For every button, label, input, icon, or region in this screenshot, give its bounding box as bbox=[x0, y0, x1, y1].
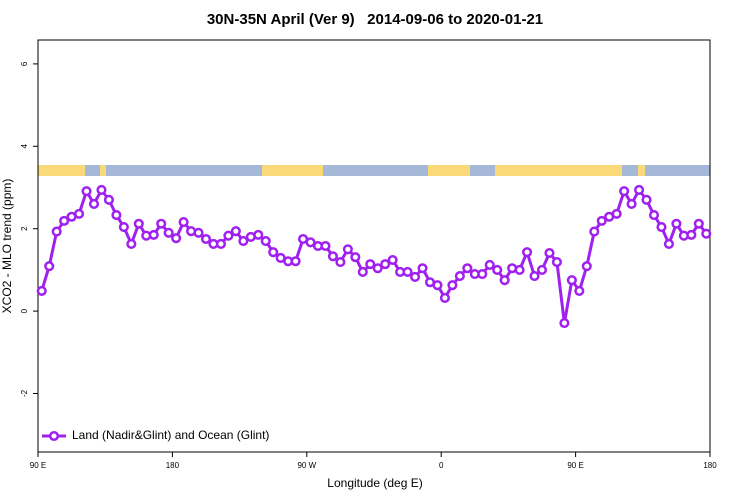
data-point bbox=[410, 271, 421, 282]
data-point bbox=[74, 208, 85, 219]
data-point bbox=[103, 194, 114, 205]
data-point bbox=[238, 236, 249, 247]
data-point bbox=[536, 264, 548, 275]
data-point bbox=[656, 221, 667, 233]
data-point bbox=[44, 261, 55, 272]
x-tick-label: 180 bbox=[703, 461, 717, 470]
data-point bbox=[253, 229, 264, 240]
data-point bbox=[417, 263, 428, 274]
data-point bbox=[671, 218, 682, 229]
x-tick-label: 90 E bbox=[30, 461, 46, 470]
data-point bbox=[581, 261, 592, 272]
data-line bbox=[40, 187, 708, 324]
data-point bbox=[439, 292, 450, 303]
data-point bbox=[566, 275, 577, 286]
data-point bbox=[320, 240, 331, 252]
data-point bbox=[178, 217, 189, 228]
x-tick-label: 0 bbox=[439, 461, 444, 470]
data-point bbox=[701, 228, 712, 239]
data-point bbox=[693, 218, 704, 229]
data-point bbox=[230, 226, 241, 237]
data-point bbox=[462, 263, 473, 274]
data-point bbox=[111, 210, 122, 221]
data-point bbox=[484, 259, 495, 271]
y-tick-label: 4 bbox=[20, 144, 29, 149]
data-point bbox=[215, 238, 226, 249]
data-point bbox=[559, 317, 570, 329]
data-point bbox=[350, 252, 361, 263]
data-point bbox=[290, 256, 301, 267]
data-point bbox=[611, 208, 622, 219]
data-point bbox=[126, 238, 137, 249]
data-point bbox=[36, 285, 47, 296]
data-point bbox=[193, 227, 204, 238]
legend-marker bbox=[48, 430, 60, 442]
data-point bbox=[133, 218, 144, 229]
data-point bbox=[634, 184, 645, 196]
data-point bbox=[626, 198, 637, 210]
data-point bbox=[544, 247, 555, 259]
data-point bbox=[402, 266, 413, 278]
data-point bbox=[156, 218, 167, 229]
data-point bbox=[171, 233, 182, 244]
data-point bbox=[148, 229, 159, 240]
data-point bbox=[51, 226, 62, 237]
data-point bbox=[327, 251, 338, 262]
data-point bbox=[492, 264, 503, 275]
data-point bbox=[81, 186, 92, 197]
y-tick-label: 0 bbox=[20, 308, 29, 313]
data-point bbox=[477, 268, 488, 280]
data-point bbox=[432, 280, 443, 291]
data-point bbox=[88, 198, 100, 210]
data-point bbox=[641, 194, 652, 205]
data-point bbox=[357, 266, 368, 278]
data-point bbox=[454, 271, 465, 282]
data-point bbox=[118, 221, 129, 233]
y-axis-label: XCO2 - MLO trend (ppm) bbox=[0, 179, 14, 314]
legend-label: Land (Nadir&Glint) and Ocean (Glint) bbox=[72, 428, 269, 442]
data-point bbox=[163, 227, 174, 238]
data-point bbox=[619, 186, 630, 197]
data-point bbox=[335, 257, 346, 268]
chart-title: 30N-35N April (Ver 9) 2014-09-06 to 2020… bbox=[207, 11, 543, 28]
data-point bbox=[686, 229, 697, 240]
data-point bbox=[268, 247, 279, 258]
data-point bbox=[372, 263, 383, 274]
y-tick-label: 6 bbox=[20, 61, 29, 66]
data-point bbox=[387, 254, 398, 266]
data-point bbox=[223, 230, 234, 241]
data-point bbox=[551, 257, 562, 268]
data-point bbox=[260, 236, 271, 247]
data-point bbox=[522, 247, 533, 258]
data-point bbox=[380, 259, 391, 270]
x-tick-label: 90 E bbox=[567, 461, 583, 470]
x-axis-label: Longitude (deg E) bbox=[327, 476, 422, 490]
data-point bbox=[596, 215, 607, 226]
x-tick-label: 180 bbox=[166, 461, 180, 470]
data-point bbox=[447, 280, 458, 291]
data-point bbox=[365, 259, 376, 270]
plot-frame bbox=[37, 39, 711, 453]
data-point bbox=[342, 244, 353, 255]
data-point bbox=[200, 233, 212, 245]
data-point bbox=[499, 275, 510, 286]
data-point bbox=[514, 264, 525, 275]
x-tick-label: 90 W bbox=[297, 461, 316, 470]
data-point bbox=[574, 285, 585, 296]
data-point bbox=[663, 238, 674, 249]
data-point bbox=[96, 184, 107, 196]
data-point bbox=[305, 237, 316, 248]
y-tick-label: -2 bbox=[20, 389, 29, 397]
data-point bbox=[648, 210, 660, 221]
data-point bbox=[59, 215, 70, 226]
y-tick-label: 2 bbox=[20, 226, 29, 231]
land-ocean-strip bbox=[38, 165, 710, 176]
data-point bbox=[529, 271, 540, 282]
data-point bbox=[589, 226, 600, 237]
